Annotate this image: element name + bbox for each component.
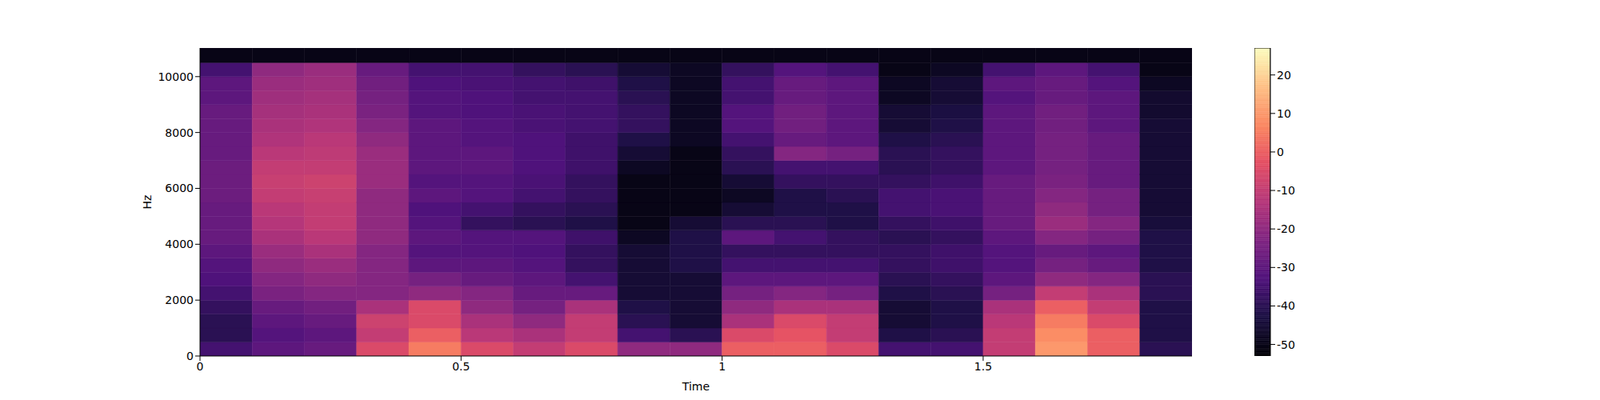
svg-text:Hz: Hz	[140, 195, 154, 210]
svg-text:20: 20	[1276, 68, 1292, 82]
svg-text:1: 1	[718, 360, 726, 373]
svg-text:6000: 6000	[164, 181, 194, 195]
svg-text:2000: 2000	[164, 293, 194, 307]
svg-text:-50: -50	[1276, 338, 1296, 352]
svg-text:0: 0	[196, 360, 204, 373]
svg-text:1.5: 1.5	[974, 360, 992, 373]
svg-text:-30: -30	[1276, 260, 1296, 274]
svg-text:Time: Time	[681, 380, 710, 393]
svg-text:0.5: 0.5	[452, 360, 470, 373]
svg-text:4000: 4000	[164, 237, 194, 251]
svg-text:-10: -10	[1276, 184, 1296, 197]
svg-text:8000: 8000	[164, 126, 194, 140]
svg-text:-20: -20	[1276, 222, 1296, 236]
svg-text:10000: 10000	[157, 70, 194, 84]
svg-text:0: 0	[1276, 145, 1284, 159]
svg-text:10: 10	[1276, 107, 1292, 120]
svg-text:0: 0	[186, 349, 194, 363]
svg-text:-40: -40	[1276, 299, 1296, 312]
